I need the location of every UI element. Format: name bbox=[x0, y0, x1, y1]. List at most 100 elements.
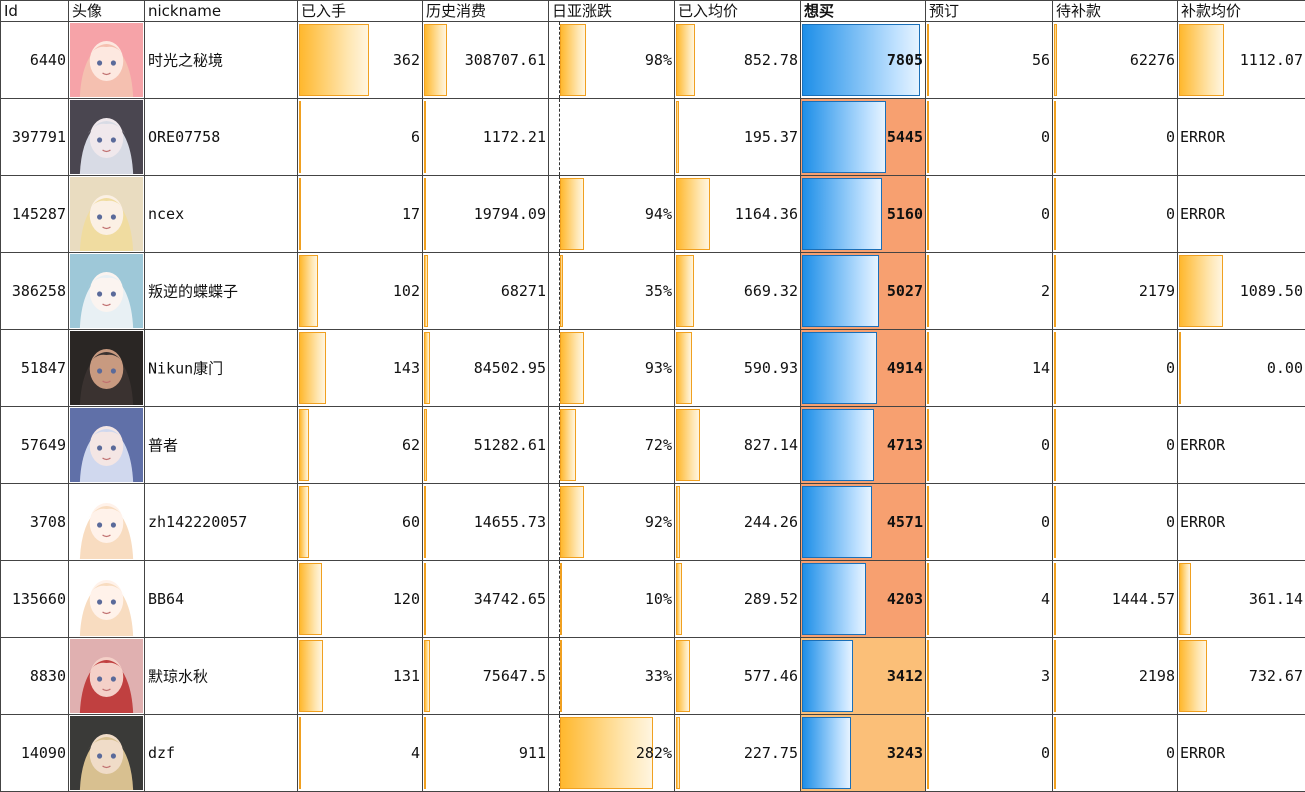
cell-owned-bar bbox=[299, 640, 323, 712]
nickname-value: 普者 bbox=[148, 435, 178, 456]
cell-due-bar bbox=[1054, 486, 1056, 558]
header-avatar[interactable]: 头像 bbox=[69, 1, 145, 22]
cell-history-value: 308707.61 bbox=[465, 51, 546, 69]
header-want[interactable]: 想买 bbox=[801, 1, 926, 22]
cell-want: 3243 bbox=[801, 715, 926, 792]
cell-due-avg-value: ERROR bbox=[1180, 128, 1225, 146]
avatar-chibi-cream-icon[interactable] bbox=[70, 485, 143, 559]
cell-jpn-change-value: 92% bbox=[645, 513, 672, 531]
header-due-avg[interactable]: 补款均价 bbox=[1178, 1, 1305, 22]
avatar-anime-blonde-icon[interactable] bbox=[70, 177, 143, 251]
cell-preorder-bar bbox=[927, 24, 929, 96]
cell-due-avg-value: ERROR bbox=[1180, 205, 1225, 223]
avatar-doll-figure-icon[interactable] bbox=[70, 716, 143, 790]
cell-id: 3708 bbox=[1, 484, 69, 561]
cell-avg-price-value: 590.93 bbox=[744, 359, 798, 377]
cell-due-bar bbox=[1054, 640, 1056, 712]
cell-owned-value: 143 bbox=[393, 359, 420, 377]
cell-due-bar bbox=[1054, 178, 1056, 250]
cell-nickname: zh142220057 bbox=[145, 484, 298, 561]
cell-history-bar bbox=[424, 640, 430, 712]
cell-avg-price-value: 195.37 bbox=[744, 128, 798, 146]
cell-id: 51847 bbox=[1, 330, 69, 407]
cell-due-avg: 732.67 bbox=[1178, 638, 1305, 715]
cell-due-avg-value: 1112.07 bbox=[1240, 51, 1303, 69]
jpn-change-bar bbox=[560, 409, 576, 481]
table-row[interactable]: 397791 ORE07758 6 1 bbox=[1, 99, 1305, 176]
table-row[interactable]: 51847 Nikun康门 143 8 bbox=[1, 330, 1305, 407]
cell-owned: 362 bbox=[298, 22, 423, 99]
header-history[interactable]: 历史消费 bbox=[423, 1, 549, 22]
cell-owned-bar bbox=[299, 563, 322, 635]
cell-history-value: 51282.61 bbox=[474, 436, 546, 454]
cell-due: 2179 bbox=[1053, 253, 1178, 330]
nickname-value: 时光之秘境 bbox=[148, 50, 223, 71]
cell-avg-price: 227.75 bbox=[675, 715, 801, 792]
cell-preorder: 3 bbox=[926, 638, 1053, 715]
avatar-anime-white-icon[interactable] bbox=[70, 254, 143, 328]
header-avg-price[interactable]: 已入均价 bbox=[675, 1, 801, 22]
avatar-anime-pink-icon[interactable] bbox=[70, 23, 143, 97]
table-row[interactable]: 14090 dzf 4 911 bbox=[1, 715, 1305, 792]
cell-avg-price-value: 1164.36 bbox=[735, 205, 798, 223]
cell-avg-price-bar bbox=[676, 255, 694, 327]
table-row[interactable]: 145287 ncex 17 1979 bbox=[1, 176, 1305, 253]
cell-avg-price: 669.32 bbox=[675, 253, 801, 330]
want-bar bbox=[802, 717, 851, 789]
avatar-anime-silver-icon[interactable] bbox=[70, 100, 143, 174]
nickname-value: BB64 bbox=[148, 590, 184, 608]
cell-avg-price: 195.37 bbox=[675, 99, 801, 176]
header-nickname[interactable]: nickname bbox=[145, 1, 298, 22]
cell-due: 0 bbox=[1053, 330, 1178, 407]
cell-jpn-change: 282% bbox=[549, 715, 675, 792]
cell-due-avg-bar bbox=[1179, 640, 1207, 712]
cell-preorder-bar bbox=[927, 409, 929, 481]
cell-avatar bbox=[69, 99, 145, 176]
cell-want: 4713 bbox=[801, 407, 926, 484]
cell-avg-price-bar bbox=[676, 486, 680, 558]
cell-owned: 4 bbox=[298, 715, 423, 792]
header-preorder[interactable]: 预订 bbox=[926, 1, 1053, 22]
cell-jpn-change: 10% bbox=[549, 561, 675, 638]
table-row[interactable]: 8830 默琼水秋 131 75647 bbox=[1, 638, 1305, 715]
table-row[interactable]: 386258 叛逆的蝶蝶子 102 6 bbox=[1, 253, 1305, 330]
cell-due-avg: 1112.07 bbox=[1178, 22, 1305, 99]
cell-due-value: 0 bbox=[1166, 359, 1175, 377]
cell-id: 8830 bbox=[1, 638, 69, 715]
cell-preorder: 14 bbox=[926, 330, 1053, 407]
table-row[interactable]: 6440 时光之秘境 362 3087 bbox=[1, 22, 1305, 99]
header-jpn-change[interactable]: 日亚涨跌 bbox=[549, 1, 675, 22]
jpn-change-bar bbox=[560, 255, 563, 327]
header-id[interactable]: Id bbox=[1, 1, 69, 22]
cell-id-value: 51847 bbox=[21, 359, 66, 377]
cell-owned-bar bbox=[299, 255, 318, 327]
header-owned[interactable]: 已入手 bbox=[298, 1, 423, 22]
cell-want-value: 5160 bbox=[887, 205, 923, 223]
cell-want: 4571 bbox=[801, 484, 926, 561]
cell-jpn-change-value: 33% bbox=[645, 667, 672, 685]
cell-avg-price-bar bbox=[676, 101, 679, 173]
table-row[interactable]: 57649 普者 62 51282.6 bbox=[1, 407, 1305, 484]
cell-due-avg-value: ERROR bbox=[1180, 744, 1225, 762]
header-due[interactable]: 待补款 bbox=[1053, 1, 1178, 22]
cell-jpn-change-value: 72% bbox=[645, 436, 672, 454]
cell-preorder-value: 3 bbox=[1041, 667, 1050, 685]
table-row[interactable]: 135660 BB64 120 347 bbox=[1, 561, 1305, 638]
table-row[interactable]: 3708 zh142220057 60 bbox=[1, 484, 1305, 561]
avatar-photo-person-icon[interactable] bbox=[70, 331, 143, 405]
cell-nickname: 普者 bbox=[145, 407, 298, 484]
cell-id: 14090 bbox=[1, 715, 69, 792]
cell-id: 397791 bbox=[1, 99, 69, 176]
cell-jpn-change-value: 93% bbox=[645, 359, 672, 377]
avatar-anime-blue-icon[interactable] bbox=[70, 408, 143, 482]
cell-owned-bar bbox=[299, 101, 301, 173]
cell-preorder-value: 0 bbox=[1041, 205, 1050, 223]
avatar-anime-red-icon[interactable] bbox=[70, 639, 143, 713]
cell-want-value: 3243 bbox=[887, 744, 923, 762]
cell-due-avg-bar bbox=[1179, 332, 1181, 404]
avatar-chibi-cream-icon[interactable] bbox=[70, 562, 143, 636]
cell-history-bar bbox=[424, 255, 428, 327]
cell-avg-price-value: 289.52 bbox=[744, 590, 798, 608]
cell-preorder: 2 bbox=[926, 253, 1053, 330]
cell-id-value: 135660 bbox=[12, 590, 66, 608]
